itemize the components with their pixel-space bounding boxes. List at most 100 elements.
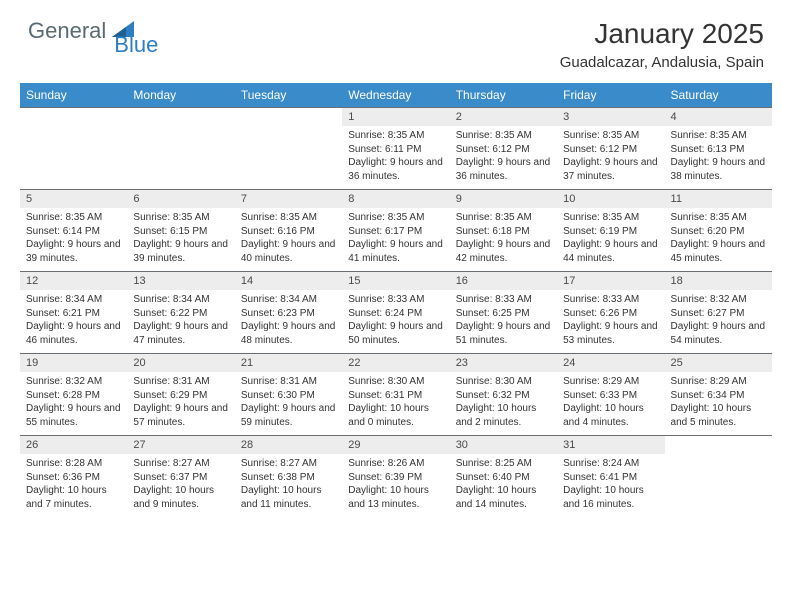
- day-cell: 25Sunrise: 8:29 AMSunset: 6:34 PMDayligh…: [665, 354, 772, 436]
- day-number: 30: [450, 436, 557, 454]
- day-details: Sunrise: 8:35 AMSunset: 6:19 PMDaylight:…: [557, 208, 664, 271]
- day-number: 11: [665, 190, 772, 208]
- day-cell: 16Sunrise: 8:33 AMSunset: 6:25 PMDayligh…: [450, 272, 557, 354]
- day-cell: 18Sunrise: 8:32 AMSunset: 6:27 PMDayligh…: [665, 272, 772, 354]
- day-details: Sunrise: 8:33 AMSunset: 6:26 PMDaylight:…: [557, 290, 664, 353]
- day-number: 17: [557, 272, 664, 290]
- day-number: 8: [342, 190, 449, 208]
- day-number: 3: [557, 108, 664, 126]
- day-number: 2: [450, 108, 557, 126]
- day-number: 5: [20, 190, 127, 208]
- day-cell: 7Sunrise: 8:35 AMSunset: 6:16 PMDaylight…: [235, 190, 342, 272]
- day-cell: 29Sunrise: 8:26 AMSunset: 6:39 PMDayligh…: [342, 436, 449, 518]
- dayname-header-row: SundayMondayTuesdayWednesdayThursdayFrid…: [20, 83, 772, 108]
- day-cell: [665, 436, 772, 518]
- week-row: 5Sunrise: 8:35 AMSunset: 6:14 PMDaylight…: [20, 190, 772, 272]
- day-cell: 26Sunrise: 8:28 AMSunset: 6:36 PMDayligh…: [20, 436, 127, 518]
- day-cell: 19Sunrise: 8:32 AMSunset: 6:28 PMDayligh…: [20, 354, 127, 436]
- week-row: 12Sunrise: 8:34 AMSunset: 6:21 PMDayligh…: [20, 272, 772, 354]
- day-details: Sunrise: 8:27 AMSunset: 6:37 PMDaylight:…: [127, 454, 234, 517]
- day-number: 7: [235, 190, 342, 208]
- day-details: Sunrise: 8:35 AMSunset: 6:16 PMDaylight:…: [235, 208, 342, 271]
- day-cell: 30Sunrise: 8:25 AMSunset: 6:40 PMDayligh…: [450, 436, 557, 518]
- page-header: General Blue January 2025 Guadalcazar, A…: [0, 0, 792, 83]
- location-label: Guadalcazar, Andalusia, Spain: [560, 54, 764, 71]
- day-number: 21: [235, 354, 342, 372]
- day-details: Sunrise: 8:26 AMSunset: 6:39 PMDaylight:…: [342, 454, 449, 517]
- day-details: Sunrise: 8:30 AMSunset: 6:32 PMDaylight:…: [450, 372, 557, 435]
- day-details: Sunrise: 8:34 AMSunset: 6:22 PMDaylight:…: [127, 290, 234, 353]
- day-number: 18: [665, 272, 772, 290]
- day-cell: 15Sunrise: 8:33 AMSunset: 6:24 PMDayligh…: [342, 272, 449, 354]
- day-cell: 5Sunrise: 8:35 AMSunset: 6:14 PMDaylight…: [20, 190, 127, 272]
- dayname-header: Wednesday: [342, 83, 449, 108]
- day-number: 19: [20, 354, 127, 372]
- brand-logo: General Blue: [28, 18, 158, 44]
- day-cell: 27Sunrise: 8:27 AMSunset: 6:37 PMDayligh…: [127, 436, 234, 518]
- brand-part1: General: [28, 18, 106, 44]
- day-details: Sunrise: 8:35 AMSunset: 6:14 PMDaylight:…: [20, 208, 127, 271]
- day-details: Sunrise: 8:29 AMSunset: 6:33 PMDaylight:…: [557, 372, 664, 435]
- day-cell: [20, 108, 127, 190]
- day-details: Sunrise: 8:35 AMSunset: 6:20 PMDaylight:…: [665, 208, 772, 271]
- day-cell: 6Sunrise: 8:35 AMSunset: 6:15 PMDaylight…: [127, 190, 234, 272]
- day-cell: 21Sunrise: 8:31 AMSunset: 6:30 PMDayligh…: [235, 354, 342, 436]
- day-details: Sunrise: 8:31 AMSunset: 6:29 PMDaylight:…: [127, 372, 234, 435]
- day-cell: 13Sunrise: 8:34 AMSunset: 6:22 PMDayligh…: [127, 272, 234, 354]
- dayname-header: Saturday: [665, 83, 772, 108]
- day-details: Sunrise: 8:35 AMSunset: 6:12 PMDaylight:…: [450, 126, 557, 189]
- day-number: 16: [450, 272, 557, 290]
- day-cell: [235, 108, 342, 190]
- day-number: 10: [557, 190, 664, 208]
- calendar-table: SundayMondayTuesdayWednesdayThursdayFrid…: [20, 83, 772, 517]
- day-details: Sunrise: 8:34 AMSunset: 6:23 PMDaylight:…: [235, 290, 342, 353]
- day-number: 6: [127, 190, 234, 208]
- week-row: 26Sunrise: 8:28 AMSunset: 6:36 PMDayligh…: [20, 436, 772, 518]
- dayname-header: Tuesday: [235, 83, 342, 108]
- dayname-header: Monday: [127, 83, 234, 108]
- day-details: Sunrise: 8:28 AMSunset: 6:36 PMDaylight:…: [20, 454, 127, 517]
- day-number: 9: [450, 190, 557, 208]
- day-number: 31: [557, 436, 664, 454]
- brand-part2: Blue: [114, 32, 158, 58]
- day-details: Sunrise: 8:29 AMSunset: 6:34 PMDaylight:…: [665, 372, 772, 435]
- calendar-body: 1Sunrise: 8:35 AMSunset: 6:11 PMDaylight…: [20, 108, 772, 518]
- dayname-header: Friday: [557, 83, 664, 108]
- day-number: 27: [127, 436, 234, 454]
- day-number: 4: [665, 108, 772, 126]
- day-number: 25: [665, 354, 772, 372]
- day-cell: 31Sunrise: 8:24 AMSunset: 6:41 PMDayligh…: [557, 436, 664, 518]
- day-number: 13: [127, 272, 234, 290]
- day-details: Sunrise: 8:35 AMSunset: 6:17 PMDaylight:…: [342, 208, 449, 271]
- dayname-header: Sunday: [20, 83, 127, 108]
- day-number: 24: [557, 354, 664, 372]
- day-number: 28: [235, 436, 342, 454]
- day-number: 1: [342, 108, 449, 126]
- day-number: 29: [342, 436, 449, 454]
- day-number: 12: [20, 272, 127, 290]
- day-details: Sunrise: 8:34 AMSunset: 6:21 PMDaylight:…: [20, 290, 127, 353]
- day-details: Sunrise: 8:33 AMSunset: 6:25 PMDaylight:…: [450, 290, 557, 353]
- day-cell: 11Sunrise: 8:35 AMSunset: 6:20 PMDayligh…: [665, 190, 772, 272]
- day-cell: 3Sunrise: 8:35 AMSunset: 6:12 PMDaylight…: [557, 108, 664, 190]
- day-cell: 12Sunrise: 8:34 AMSunset: 6:21 PMDayligh…: [20, 272, 127, 354]
- day-details: Sunrise: 8:25 AMSunset: 6:40 PMDaylight:…: [450, 454, 557, 517]
- day-details: Sunrise: 8:35 AMSunset: 6:18 PMDaylight:…: [450, 208, 557, 271]
- day-cell: 4Sunrise: 8:35 AMSunset: 6:13 PMDaylight…: [665, 108, 772, 190]
- day-number: 15: [342, 272, 449, 290]
- day-details: Sunrise: 8:27 AMSunset: 6:38 PMDaylight:…: [235, 454, 342, 517]
- week-row: 19Sunrise: 8:32 AMSunset: 6:28 PMDayligh…: [20, 354, 772, 436]
- day-details: Sunrise: 8:33 AMSunset: 6:24 PMDaylight:…: [342, 290, 449, 353]
- day-cell: 8Sunrise: 8:35 AMSunset: 6:17 PMDaylight…: [342, 190, 449, 272]
- day-details: Sunrise: 8:30 AMSunset: 6:31 PMDaylight:…: [342, 372, 449, 435]
- dayname-header: Thursday: [450, 83, 557, 108]
- day-cell: 24Sunrise: 8:29 AMSunset: 6:33 PMDayligh…: [557, 354, 664, 436]
- week-row: 1Sunrise: 8:35 AMSunset: 6:11 PMDaylight…: [20, 108, 772, 190]
- day-cell: 10Sunrise: 8:35 AMSunset: 6:19 PMDayligh…: [557, 190, 664, 272]
- day-cell: 14Sunrise: 8:34 AMSunset: 6:23 PMDayligh…: [235, 272, 342, 354]
- day-details: Sunrise: 8:35 AMSunset: 6:12 PMDaylight:…: [557, 126, 664, 189]
- day-cell: 9Sunrise: 8:35 AMSunset: 6:18 PMDaylight…: [450, 190, 557, 272]
- day-number: 20: [127, 354, 234, 372]
- day-cell: 20Sunrise: 8:31 AMSunset: 6:29 PMDayligh…: [127, 354, 234, 436]
- day-cell: [127, 108, 234, 190]
